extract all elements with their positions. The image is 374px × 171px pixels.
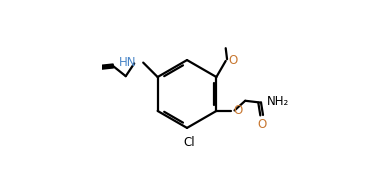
- Text: Cl: Cl: [183, 136, 194, 149]
- Text: O: O: [257, 118, 266, 131]
- Text: O: O: [228, 54, 237, 67]
- Text: NH₂: NH₂: [266, 95, 289, 108]
- Text: HN: HN: [119, 56, 137, 69]
- Text: O: O: [233, 104, 242, 117]
